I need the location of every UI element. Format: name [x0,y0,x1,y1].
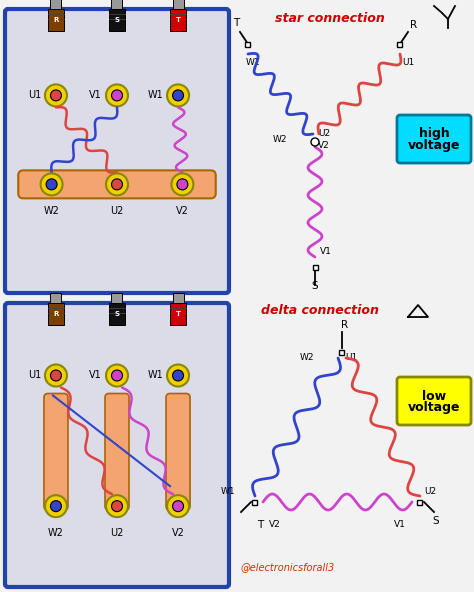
Bar [111,0,122,9]
Circle shape [111,179,122,190]
Text: V2: V2 [318,141,330,150]
Text: V1: V1 [89,371,102,381]
Text: R: R [53,17,59,23]
Text: U2: U2 [110,207,124,216]
Circle shape [45,365,67,387]
Bar [313,265,319,269]
Text: V1: V1 [89,91,102,101]
Text: low: low [422,390,446,403]
Bar [253,500,257,504]
Bar [50,293,62,303]
Text: @electronicsforall3: @electronicsforall3 [240,562,334,572]
Text: U1: U1 [402,58,414,67]
FancyBboxPatch shape [5,303,229,587]
Text: voltage: voltage [408,401,460,414]
Text: S: S [312,281,319,291]
Circle shape [172,173,193,195]
Text: W1: W1 [220,487,235,497]
Text: star connection: star connection [275,12,385,25]
Text: R: R [341,320,348,330]
Bar [339,349,345,355]
Circle shape [106,495,128,517]
Bar [109,9,125,31]
Text: T: T [233,18,239,28]
Circle shape [173,501,183,511]
FancyBboxPatch shape [18,170,216,198]
Circle shape [106,85,128,107]
Bar [398,41,402,47]
Circle shape [167,365,189,387]
Text: W2: W2 [48,528,64,538]
Text: T: T [175,17,181,23]
Text: S: S [433,516,439,526]
Text: W1: W1 [246,58,261,67]
Text: S: S [115,311,119,317]
Text: U2: U2 [424,487,436,497]
Circle shape [46,179,57,190]
Text: delta connection: delta connection [261,304,379,317]
FancyBboxPatch shape [105,394,129,510]
Circle shape [167,495,189,517]
Circle shape [106,365,128,387]
Bar [170,9,186,31]
Text: V1: V1 [320,246,332,256]
Circle shape [45,495,67,517]
Bar [109,303,125,325]
Text: W1: W1 [147,371,163,381]
FancyBboxPatch shape [397,115,471,163]
Circle shape [106,173,128,195]
Text: T: T [257,520,263,530]
Text: R: R [410,20,418,30]
Text: V2: V2 [172,528,184,538]
Bar [173,0,183,9]
Text: W2: W2 [273,136,287,144]
Circle shape [311,138,319,146]
Circle shape [50,370,62,381]
Circle shape [173,370,183,381]
FancyBboxPatch shape [397,377,471,425]
Text: T: T [175,311,181,317]
Bar [48,303,64,325]
Circle shape [173,90,183,101]
Bar [111,293,122,303]
Text: U1: U1 [27,91,41,101]
Text: V2: V2 [269,520,281,529]
FancyBboxPatch shape [5,9,229,293]
Text: high: high [419,127,449,140]
Bar [246,41,250,47]
FancyBboxPatch shape [44,394,68,510]
Circle shape [111,501,122,511]
Bar [418,500,422,504]
Circle shape [177,179,188,190]
Text: U2: U2 [110,528,124,538]
Text: V1: V1 [394,520,406,529]
Bar [50,0,62,9]
Text: U1: U1 [27,371,41,381]
Text: W1: W1 [147,91,163,101]
FancyBboxPatch shape [166,394,190,510]
Text: U1: U1 [345,352,357,362]
Circle shape [111,370,122,381]
Text: R: R [53,311,59,317]
Text: S: S [115,17,119,23]
Text: V2: V2 [176,207,189,216]
Circle shape [167,85,189,107]
Bar [173,293,183,303]
Circle shape [111,90,122,101]
Bar [170,303,186,325]
Text: voltage: voltage [408,140,460,153]
Text: U2: U2 [318,130,330,139]
Text: W2: W2 [44,207,60,216]
Bar [48,9,64,31]
Circle shape [50,501,62,511]
Circle shape [45,85,67,107]
Circle shape [50,90,62,101]
Circle shape [41,173,63,195]
Text: W2: W2 [300,352,314,362]
